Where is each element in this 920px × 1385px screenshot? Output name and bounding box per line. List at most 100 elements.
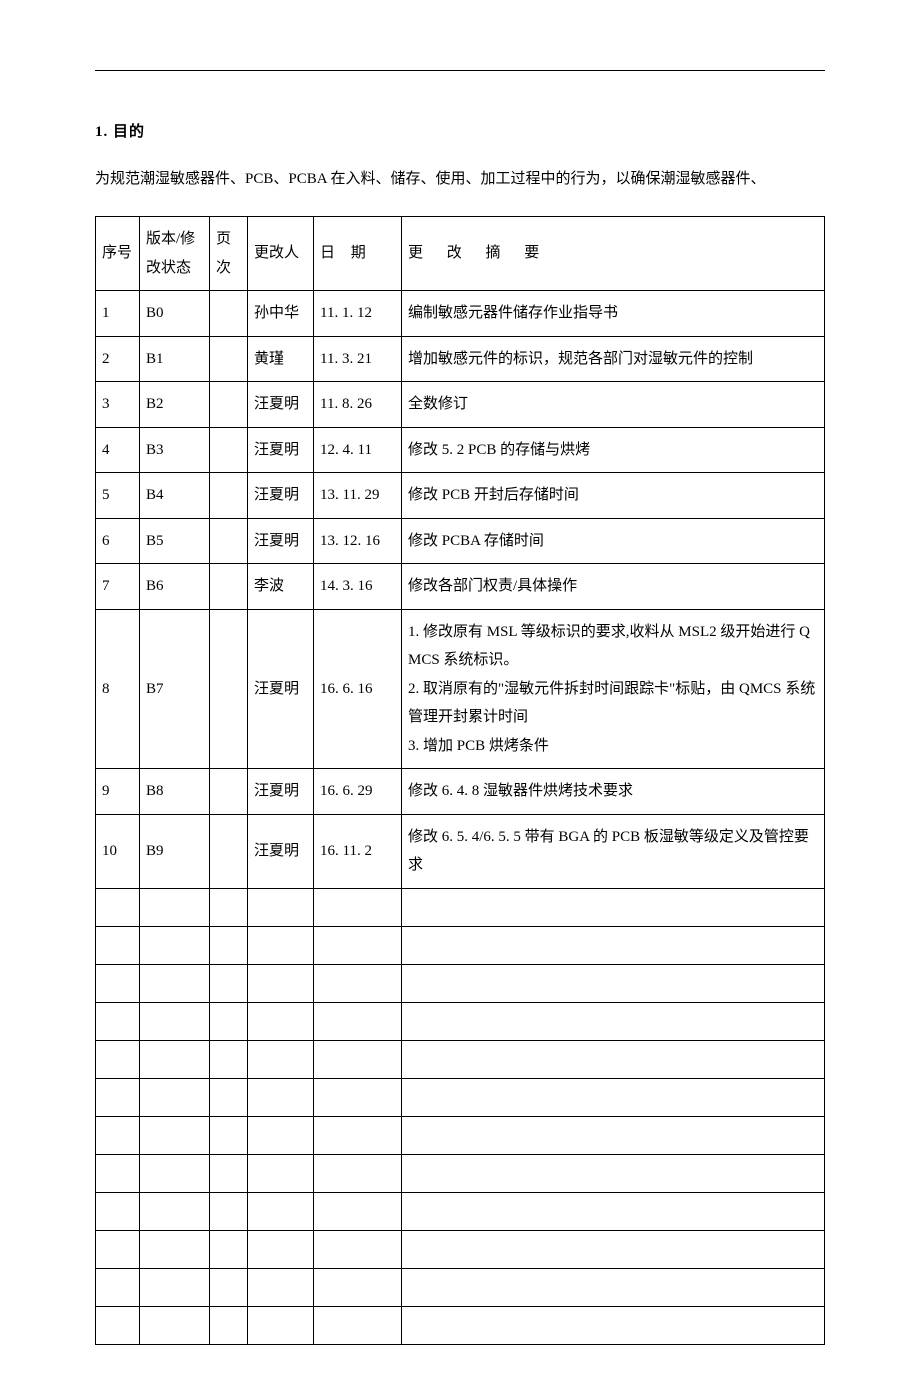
cell-date: 11. 1. 12 <box>314 291 402 337</box>
revision-table: 序号 版本/修改状态 页次 更改人 日 期 更 改 摘 要 1B0孙中华11. … <box>95 216 825 1345</box>
cell-editor: 汪夏明 <box>248 769 314 815</box>
cell-empty <box>96 1002 140 1040</box>
header-date: 日 期 <box>314 217 402 291</box>
cell-empty <box>402 1306 825 1344</box>
cell-summary: 修改 PCBA 存储时间 <box>402 518 825 564</box>
cell-empty <box>314 1078 402 1116</box>
cell-seq: 9 <box>96 769 140 815</box>
cell-empty <box>402 1116 825 1154</box>
cell-summary: 修改 PCB 开封后存储时间 <box>402 473 825 519</box>
cell-empty <box>248 1002 314 1040</box>
cell-empty <box>402 1154 825 1192</box>
cell-empty <box>96 1078 140 1116</box>
cell-page <box>210 427 248 473</box>
cell-empty <box>210 1154 248 1192</box>
table-row: 3B2汪夏明11. 8. 26全数修订 <box>96 382 825 428</box>
cell-empty <box>314 1268 402 1306</box>
cell-empty <box>314 1306 402 1344</box>
cell-version: B3 <box>140 427 210 473</box>
cell-empty <box>314 926 402 964</box>
intro-paragraph: 为规范潮湿敏感器件、PCB、PCBA 在入料、储存、使用、加工过程中的行为，以确… <box>95 164 825 194</box>
cell-empty <box>402 1268 825 1306</box>
cell-empty <box>314 1154 402 1192</box>
cell-empty <box>248 1268 314 1306</box>
cell-empty <box>402 964 825 1002</box>
cell-seq: 1 <box>96 291 140 337</box>
table-row: 5B4汪夏明13. 11. 29修改 PCB 开封后存储时间 <box>96 473 825 519</box>
cell-summary: 编制敏感元器件储存作业指导书 <box>402 291 825 337</box>
cell-empty <box>210 964 248 1002</box>
cell-date: 16. 11. 2 <box>314 814 402 888</box>
cell-empty <box>210 1040 248 1078</box>
cell-editor: 汪夏明 <box>248 814 314 888</box>
cell-empty <box>140 1040 210 1078</box>
cell-empty <box>210 888 248 926</box>
cell-page <box>210 291 248 337</box>
cell-version: B7 <box>140 609 210 769</box>
table-row-empty <box>96 1230 825 1268</box>
cell-summary: 修改 5. 2 PCB 的存储与烘烤 <box>402 427 825 473</box>
cell-empty <box>140 1268 210 1306</box>
cell-summary: 修改各部门权责/具体操作 <box>402 564 825 610</box>
table-row-empty <box>96 1040 825 1078</box>
table-row-empty <box>96 1116 825 1154</box>
cell-empty <box>96 926 140 964</box>
table-row-empty <box>96 926 825 964</box>
header-page: 页次 <box>210 217 248 291</box>
cell-empty <box>140 1002 210 1040</box>
cell-page <box>210 473 248 519</box>
cell-empty <box>140 964 210 1002</box>
cell-seq: 5 <box>96 473 140 519</box>
top-divider <box>95 70 825 71</box>
cell-seq: 8 <box>96 609 140 769</box>
table-row: 1B0孙中华11. 1. 12编制敏感元器件储存作业指导书 <box>96 291 825 337</box>
cell-version: B8 <box>140 769 210 815</box>
table-row-empty <box>96 1154 825 1192</box>
table-row-empty <box>96 1268 825 1306</box>
cell-page <box>210 518 248 564</box>
cell-empty <box>248 1230 314 1268</box>
cell-page <box>210 814 248 888</box>
table-header-row: 序号 版本/修改状态 页次 更改人 日 期 更 改 摘 要 <box>96 217 825 291</box>
cell-empty <box>314 1040 402 1078</box>
cell-empty <box>96 1040 140 1078</box>
section-title-text: 目的 <box>113 124 145 140</box>
cell-version: B0 <box>140 291 210 337</box>
cell-empty <box>140 1306 210 1344</box>
table-row-empty <box>96 1078 825 1116</box>
cell-version: B5 <box>140 518 210 564</box>
cell-empty <box>140 1230 210 1268</box>
cell-date: 11. 3. 21 <box>314 336 402 382</box>
table-row-empty <box>96 1002 825 1040</box>
header-summary: 更 改 摘 要 <box>402 217 825 291</box>
section-title: 1. 目的 <box>95 119 825 146</box>
cell-date: 14. 3. 16 <box>314 564 402 610</box>
cell-summary: 修改 6. 5. 4/6. 5. 5 带有 BGA 的 PCB 板湿敏等级定义及… <box>402 814 825 888</box>
cell-empty <box>210 1306 248 1344</box>
cell-seq: 3 <box>96 382 140 428</box>
header-seq: 序号 <box>96 217 140 291</box>
cell-empty <box>140 1192 210 1230</box>
cell-empty <box>210 1002 248 1040</box>
cell-date: 16. 6. 16 <box>314 609 402 769</box>
cell-empty <box>314 1230 402 1268</box>
cell-editor: 黄瑾 <box>248 336 314 382</box>
cell-editor: 汪夏明 <box>248 382 314 428</box>
cell-date: 11. 8. 26 <box>314 382 402 428</box>
cell-empty <box>402 1192 825 1230</box>
cell-empty <box>248 1154 314 1192</box>
cell-empty <box>248 1192 314 1230</box>
header-version: 版本/修改状态 <box>140 217 210 291</box>
cell-version: B9 <box>140 814 210 888</box>
cell-summary: 增加敏感元件的标识，规范各部门对湿敏元件的控制 <box>402 336 825 382</box>
cell-version: B4 <box>140 473 210 519</box>
table-row: 7B6李波14. 3. 16修改各部门权责/具体操作 <box>96 564 825 610</box>
table-row: 10B9汪夏明16. 11. 2修改 6. 5. 4/6. 5. 5 带有 BG… <box>96 814 825 888</box>
cell-empty <box>140 1116 210 1154</box>
cell-empty <box>96 1268 140 1306</box>
cell-editor: 李波 <box>248 564 314 610</box>
cell-page <box>210 769 248 815</box>
cell-empty <box>314 1116 402 1154</box>
cell-page <box>210 336 248 382</box>
cell-empty <box>248 1116 314 1154</box>
